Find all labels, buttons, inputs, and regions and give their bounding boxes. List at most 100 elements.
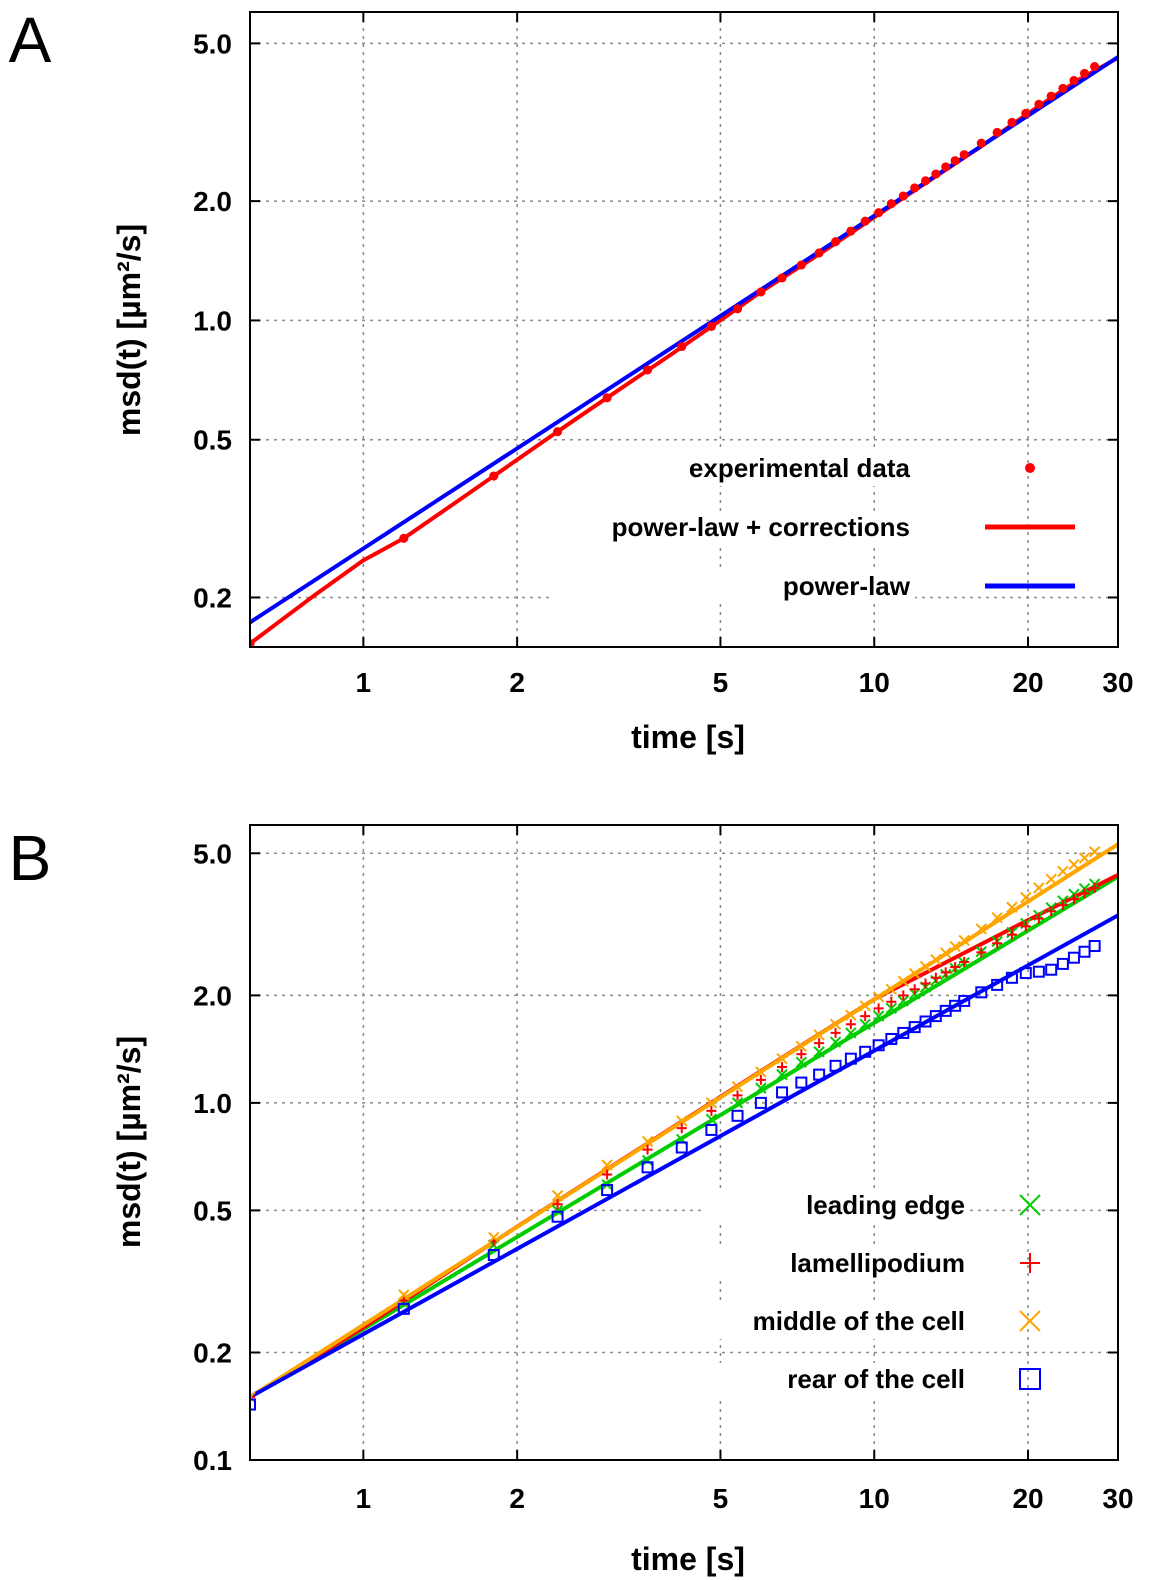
data-point bbox=[676, 1123, 687, 1134]
data-point bbox=[959, 957, 970, 968]
x-tick-label: 1 bbox=[356, 667, 372, 698]
data-point bbox=[1006, 901, 1018, 913]
y-tick-label: 5.0 bbox=[193, 28, 232, 59]
data-point bbox=[872, 1010, 885, 1022]
y-tick-label: 2.0 bbox=[193, 980, 232, 1011]
data-point bbox=[859, 1045, 872, 1058]
data-point bbox=[939, 947, 952, 959]
data-point bbox=[813, 1046, 825, 1058]
series-points-lamellipodium bbox=[250, 882, 1100, 1403]
data-point bbox=[873, 1003, 884, 1014]
data-point bbox=[250, 1392, 255, 1403]
data-point bbox=[1033, 882, 1045, 894]
axis-ticks: 1 2 5 10 20 30 0.2 0.5 1.0 2.0 5.0 bbox=[193, 12, 1134, 698]
y-tick-label: 5.0 bbox=[193, 838, 232, 869]
x-tick-label: 1 bbox=[356, 1483, 372, 1514]
x-tick-label: 20 bbox=[1012, 1483, 1043, 1514]
legend: leading edge lamellipodium middle of the c… bbox=[705, 1189, 1041, 1397]
data-point bbox=[813, 1029, 825, 1041]
chart-panel-b: B 1 2 5 10 20 30 0.1 0.2 0.5 1.0 2.0 5.0 time [s] msd(… bbox=[9, 822, 1134, 1577]
data-point bbox=[397, 1302, 410, 1315]
chart-panel-a: A 1 2 5 10 20 30 0.2 0.5 1.0 2.0 5.0 time [s] msd(t) … bbox=[9, 4, 1134, 755]
series-group bbox=[250, 55, 1118, 647]
data-point bbox=[732, 304, 743, 314]
data-point bbox=[813, 1068, 826, 1081]
data-point bbox=[975, 986, 988, 999]
data-point bbox=[885, 983, 898, 996]
data-point bbox=[1057, 865, 1069, 878]
data-point bbox=[1069, 75, 1079, 86]
data-point bbox=[830, 1027, 841, 1038]
data-point bbox=[641, 1161, 654, 1174]
data-point bbox=[1056, 957, 1069, 970]
data-point bbox=[930, 972, 941, 983]
data-point bbox=[920, 978, 931, 989]
data-point bbox=[677, 342, 687, 352]
data-point bbox=[250, 1398, 256, 1411]
plot-area bbox=[250, 55, 1118, 647]
data-point bbox=[777, 1062, 788, 1073]
data-point bbox=[829, 1059, 842, 1072]
data-point bbox=[897, 975, 910, 988]
data-point bbox=[859, 1018, 871, 1030]
x-tick-label: 2 bbox=[509, 1483, 525, 1514]
x-tick-label: 5 bbox=[713, 667, 729, 698]
data-point bbox=[959, 150, 969, 160]
data-point bbox=[930, 953, 942, 966]
data-point bbox=[399, 533, 409, 543]
data-point bbox=[1090, 62, 1100, 72]
data-point bbox=[898, 990, 909, 1001]
data-point bbox=[872, 991, 885, 1003]
data-point bbox=[795, 1040, 808, 1053]
y-tick-label: 2.0 bbox=[193, 186, 232, 217]
data-point bbox=[931, 169, 941, 179]
panel-label: A bbox=[9, 4, 52, 76]
data-point bbox=[860, 1011, 871, 1022]
y-tick-label: 0.5 bbox=[193, 1195, 232, 1226]
data-point bbox=[846, 226, 856, 236]
legend-label: rear of the cell bbox=[787, 1364, 965, 1394]
legend-label-bg bbox=[705, 1189, 970, 1223]
y-tick-label: 0.2 bbox=[193, 582, 232, 613]
data-point bbox=[731, 1080, 744, 1093]
y-axis-label: msd(t) [µm²/s] bbox=[111, 224, 147, 436]
data-point bbox=[777, 273, 787, 283]
data-point bbox=[975, 923, 987, 935]
data-point bbox=[910, 183, 920, 193]
data-point bbox=[487, 1249, 500, 1262]
data-point bbox=[705, 1113, 718, 1125]
data-point bbox=[1079, 68, 1090, 78]
data-point bbox=[897, 1026, 910, 1039]
data-point bbox=[1019, 967, 1032, 980]
data-point bbox=[919, 960, 932, 973]
data-point bbox=[1045, 873, 1057, 885]
data-point bbox=[814, 1038, 825, 1049]
series-points-middle-of-the-cell bbox=[250, 846, 1101, 1403]
y-axis-label: msd(t) [µm²/s] bbox=[111, 1036, 147, 1248]
data-point bbox=[731, 1109, 744, 1122]
data-point bbox=[829, 1036, 842, 1048]
x-tick-label: 10 bbox=[859, 667, 890, 698]
legend-label-bg bbox=[550, 570, 915, 604]
data-point bbox=[814, 248, 824, 258]
data-point bbox=[1067, 951, 1080, 964]
series-points-experimental-data bbox=[250, 62, 1100, 647]
x-tick-label: 30 bbox=[1102, 1483, 1133, 1514]
data-point bbox=[776, 1086, 789, 1099]
data-point bbox=[488, 1231, 500, 1244]
data-point bbox=[976, 947, 987, 958]
data-point bbox=[949, 940, 961, 953]
data-point bbox=[796, 1049, 807, 1060]
data-point bbox=[601, 1159, 613, 1171]
plot-frame bbox=[249, 824, 1119, 1461]
data-point bbox=[886, 199, 896, 209]
data-point bbox=[941, 162, 951, 172]
data-point bbox=[940, 967, 951, 978]
data-point bbox=[860, 216, 870, 226]
data-point bbox=[1068, 894, 1079, 905]
data-point bbox=[755, 1082, 767, 1094]
data-point bbox=[831, 237, 841, 247]
data-point bbox=[950, 962, 961, 973]
legend-label: middle of the cell bbox=[753, 1306, 965, 1336]
legend-label-bg bbox=[705, 1305, 970, 1339]
